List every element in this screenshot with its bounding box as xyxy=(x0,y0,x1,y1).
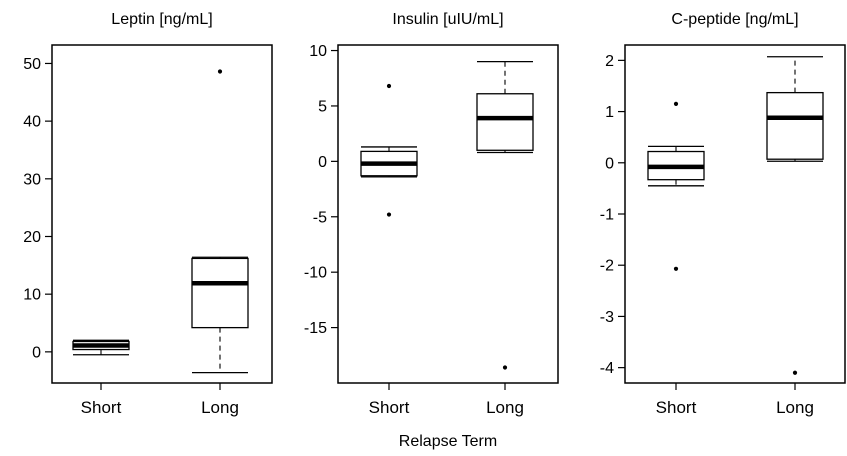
y-tick-label: 50 xyxy=(23,56,41,73)
y-tick-label: -2 xyxy=(600,258,614,275)
x-tick-label: Long xyxy=(201,398,239,417)
y-tick-label: 2 xyxy=(605,53,614,70)
panel-title: Leptin [ng/mL] xyxy=(111,11,212,28)
y-axis: 0 10 20 30 40 50 xyxy=(23,56,52,361)
x-tick-label: Long xyxy=(776,398,814,417)
x-tick-label: Short xyxy=(656,398,697,417)
y-tick-label: -15 xyxy=(304,320,327,337)
boxes xyxy=(360,60,534,370)
y-tick-label: -5 xyxy=(313,209,327,226)
box-short xyxy=(72,339,130,356)
iqr-box xyxy=(476,93,534,151)
box-long xyxy=(191,69,249,374)
y-tick-label: 5 xyxy=(318,98,327,115)
y-axis: -4 -3 -2 1 0 -1 2 xyxy=(600,53,625,377)
y-tick-label: 30 xyxy=(23,171,41,188)
y-tick-label: 0 xyxy=(605,155,614,172)
outlier-point xyxy=(502,365,508,370)
panel-insulin: Insulin [uIU/mL] -15 -10 -5 0 5 10 Short Long xyxy=(304,11,559,417)
panel-leptin: Leptin [ng/mL] 0 10 20 30 40 50 Short Long xyxy=(23,11,273,417)
outlier-point xyxy=(792,370,798,375)
box-short xyxy=(360,83,418,217)
x-axis: Short Long xyxy=(656,383,814,417)
x-axis: Short Long xyxy=(369,383,524,417)
y-tick-label: 0 xyxy=(32,344,41,361)
panel-c-peptide: C-peptide [ng/mL] -4 -3 -2 1 0 -1 2 Short Long xyxy=(600,11,846,417)
outlier-point xyxy=(673,101,679,106)
y-tick-label: 1 xyxy=(605,104,614,121)
y-tick-label: 10 xyxy=(23,287,41,304)
box-short xyxy=(647,101,705,271)
outlier-point xyxy=(217,69,223,74)
boxes xyxy=(647,56,824,375)
x-axis-label: Relapse Term xyxy=(399,433,497,450)
iqr-box xyxy=(191,257,249,329)
y-tick-label: -4 xyxy=(600,360,614,377)
panel-title: Insulin [uIU/mL] xyxy=(392,11,503,28)
y-tick-label: 10 xyxy=(309,43,327,60)
box-long xyxy=(766,56,824,375)
y-tick-label: 40 xyxy=(23,114,41,131)
y-tick-label: 20 xyxy=(23,229,41,246)
x-tick-label: Long xyxy=(486,398,524,417)
plot-frame xyxy=(51,44,273,384)
boxes xyxy=(72,69,249,374)
outlier-point xyxy=(386,212,392,217)
y-tick-label: -1 xyxy=(600,207,614,224)
x-axis: Short Long xyxy=(81,383,239,417)
y-tick-label: -10 xyxy=(304,265,327,282)
iqr-box xyxy=(766,91,824,160)
y-axis: -15 -10 -5 0 5 10 xyxy=(304,43,338,337)
y-tick-label: 0 xyxy=(318,154,327,171)
outlier-point xyxy=(386,83,392,89)
outlier-point xyxy=(673,266,679,271)
y-tick-label: -3 xyxy=(600,309,614,326)
plot-frame xyxy=(337,44,559,384)
x-tick-label: Short xyxy=(369,398,410,417)
x-tick-label: Short xyxy=(81,398,122,417)
box-long xyxy=(476,60,534,370)
panel-title: C-peptide [ng/mL] xyxy=(671,11,798,28)
